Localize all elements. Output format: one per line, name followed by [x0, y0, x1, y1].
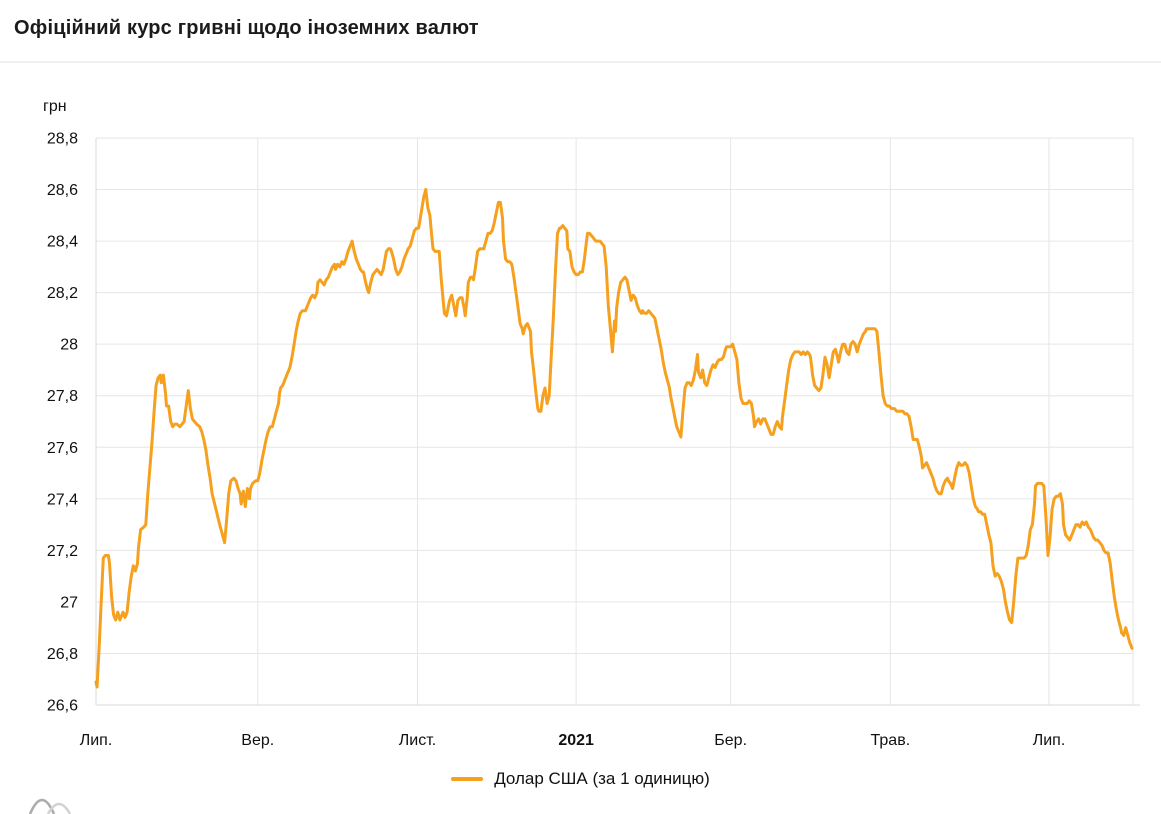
- x-tick-label: Бер.: [714, 732, 747, 749]
- amcharts-watermark-icon[interactable]: [24, 792, 94, 814]
- y-axis-unit-label: грн: [43, 98, 67, 115]
- y-tick-label: 26,6: [47, 698, 78, 715]
- page-title: Офіційний курс гривні щодо іноземних вал…: [14, 17, 479, 39]
- legend-line-swatch-icon: [451, 777, 484, 781]
- x-tick-label: Вер.: [241, 732, 274, 749]
- x-tick-label: Лист.: [399, 732, 436, 749]
- y-tick-label: 26,8: [47, 646, 78, 663]
- x-tick-label: Лип.: [1033, 732, 1066, 749]
- y-tick-label: 28,6: [47, 182, 78, 199]
- x-tick-label: 2021: [558, 732, 594, 749]
- y-tick-label: 28,8: [47, 131, 78, 148]
- y-tick-label: 28,4: [47, 234, 78, 251]
- y-tick-label: 27,6: [47, 440, 78, 457]
- y-tick-label: 27: [60, 594, 78, 611]
- x-tick-label: Лип.: [80, 732, 113, 749]
- x-tick-label: Трав.: [871, 732, 911, 749]
- y-tick-label: 28: [60, 337, 78, 354]
- y-tick-label: 27,4: [47, 491, 78, 508]
- y-tick-label: 27,2: [47, 543, 78, 560]
- y-tick-label: 28,2: [47, 285, 78, 302]
- page-header: Офіційний курс гривні щодо іноземних вал…: [0, 0, 1161, 63]
- usd-rate-line[interactable]: [94, 188, 1134, 689]
- legend-item-label: Долар США (за 1 одиницю): [494, 769, 710, 788]
- chart-legend: Долар США (за 1 одиницю): [0, 769, 1161, 789]
- exchange-rate-chart[interactable]: 28,8 28,6 28,4 28,2 28 27,8 27,6 27,4 27,2 27 26,8…: [0, 0, 1161, 760]
- y-tick-label: 27,8: [47, 388, 78, 405]
- legend-item-usd[interactable]: Долар США (за 1 одиницю): [451, 769, 710, 789]
